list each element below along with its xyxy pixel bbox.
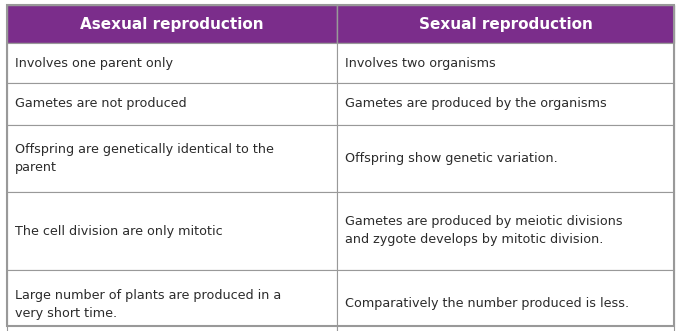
Bar bbox=[337, 43, 674, 83]
Bar bbox=[7, 125, 337, 192]
Text: Gametes are not produced: Gametes are not produced bbox=[15, 98, 187, 111]
Text: Involves two organisms: Involves two organisms bbox=[345, 57, 496, 70]
Bar bbox=[337, 5, 674, 43]
Text: Gametes are produced by the organisms: Gametes are produced by the organisms bbox=[345, 98, 607, 111]
Text: Comparatively the number produced is less.: Comparatively the number produced is les… bbox=[345, 298, 629, 310]
Bar bbox=[7, 5, 337, 43]
Text: Offspring are genetically identical to the
parent: Offspring are genetically identical to t… bbox=[15, 143, 274, 174]
Bar bbox=[337, 270, 674, 331]
Bar bbox=[7, 83, 337, 125]
Bar bbox=[337, 83, 674, 125]
Bar bbox=[7, 43, 337, 83]
Text: Sexual reproduction: Sexual reproduction bbox=[419, 17, 592, 31]
Text: Asexual reproduction: Asexual reproduction bbox=[80, 17, 264, 31]
Text: Offspring show genetic variation.: Offspring show genetic variation. bbox=[345, 152, 558, 165]
Bar bbox=[337, 125, 674, 192]
Text: Gametes are produced by meiotic divisions
and zygote develops by mitotic divisio: Gametes are produced by meiotic division… bbox=[345, 215, 622, 247]
Text: Large number of plants are produced in a
very short time.: Large number of plants are produced in a… bbox=[15, 289, 281, 319]
Text: Involves one parent only: Involves one parent only bbox=[15, 57, 173, 70]
Bar bbox=[337, 192, 674, 270]
Text: The cell division are only mitotic: The cell division are only mitotic bbox=[15, 224, 223, 238]
Bar bbox=[7, 192, 337, 270]
Bar bbox=[7, 270, 337, 331]
